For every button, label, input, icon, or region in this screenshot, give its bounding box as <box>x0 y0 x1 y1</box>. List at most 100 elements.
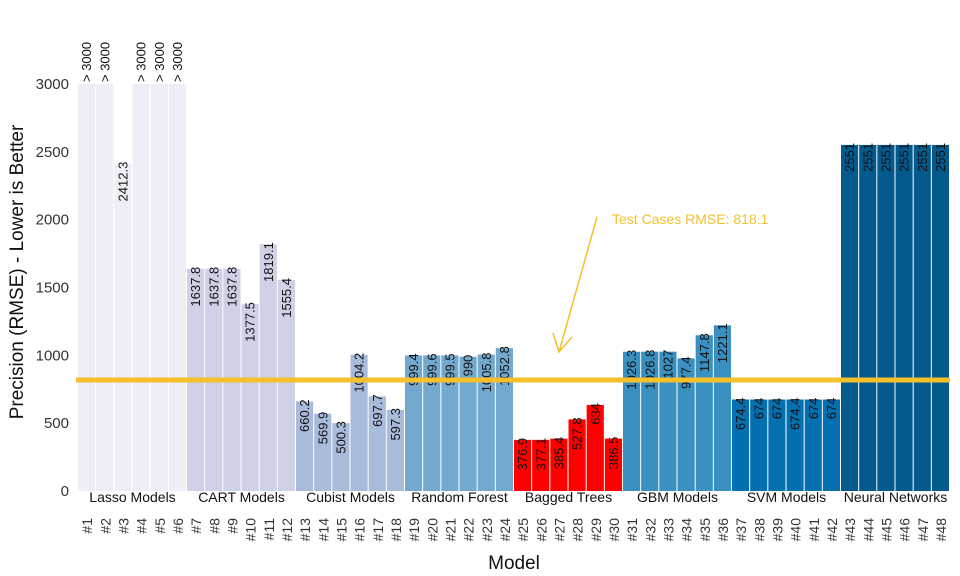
bar-42 <box>822 399 840 491</box>
x-tick-6: #6 <box>170 518 186 534</box>
value-label-29: 634 <box>588 403 603 425</box>
y-axis-ticks: 0 500 1000 1500 2000 2500 3000 <box>36 76 69 500</box>
x-tick-12: #12 <box>279 518 295 542</box>
bar-26 <box>532 439 550 491</box>
x-tick-48: #48 <box>933 518 949 542</box>
bar-35 <box>695 335 713 491</box>
bar-17 <box>368 396 386 491</box>
bar-39 <box>768 399 786 491</box>
bar-6 <box>168 84 186 491</box>
bar-23 <box>477 354 495 491</box>
value-label-28: 527.8 <box>570 417 585 450</box>
value-label-31: 1026.3 <box>624 350 639 390</box>
value-label-16: 1004.2 <box>352 353 367 393</box>
value-label-1: > 3000 <box>79 42 94 82</box>
group-label-1: Lasso Models <box>89 489 175 505</box>
value-label-27: 385.4 <box>551 437 566 470</box>
x-tick-35: #35 <box>697 518 713 542</box>
x-tick-15: #15 <box>333 518 349 542</box>
value-label-38: 674 <box>751 398 766 420</box>
x-tick-39: #39 <box>769 518 785 542</box>
value-label-6: > 3000 <box>170 42 185 82</box>
bar-41 <box>804 399 822 491</box>
x-tick-40: #40 <box>788 518 804 542</box>
y-tick-2500: 2500 <box>36 144 69 161</box>
bar-5 <box>150 84 168 491</box>
x-tick-7: #7 <box>188 518 204 534</box>
value-label-23: 1005.8 <box>479 353 494 393</box>
bar-37 <box>732 399 750 491</box>
bar-29 <box>586 404 604 491</box>
bar-10 <box>241 304 259 491</box>
group-labels-layer: Lasso Models CART Models Cubist Models Rand… <box>89 489 947 505</box>
bar-44 <box>859 144 877 491</box>
value-label-43: 2551 <box>842 143 857 172</box>
bar-48 <box>931 144 949 491</box>
value-label-30: 386.5 <box>606 437 621 470</box>
value-label-47: 2551 <box>915 143 930 172</box>
x-tick-43: #43 <box>842 518 858 542</box>
value-label-17: 697.7 <box>370 394 385 427</box>
value-label-34: 977.4 <box>679 356 694 389</box>
bar-18 <box>386 409 404 491</box>
bar-25 <box>514 439 532 491</box>
x-tick-27: #27 <box>551 518 567 542</box>
x-tick-16: #16 <box>352 518 368 542</box>
value-label-11: 1819.1 <box>261 242 276 282</box>
y-tick-3000: 3000 <box>36 76 69 93</box>
x-tick-5: #5 <box>152 518 168 534</box>
y-tick-1000: 1000 <box>36 347 69 364</box>
bar-32 <box>641 351 659 491</box>
value-label-33: 1027 <box>660 350 675 379</box>
x-tick-45: #45 <box>878 518 894 542</box>
bar-22 <box>459 356 477 491</box>
value-label-22: 990 <box>461 355 476 377</box>
y-tick-0: 0 <box>61 483 69 500</box>
y-tick-2000: 2000 <box>36 212 69 229</box>
bar-21 <box>441 355 459 491</box>
bar-45 <box>877 144 895 491</box>
x-tick-3: #3 <box>115 518 131 534</box>
value-label-8: 1637.8 <box>206 267 221 307</box>
bar-13 <box>296 401 314 491</box>
bar-43 <box>841 144 859 491</box>
value-label-41: 674 <box>806 398 821 420</box>
value-label-46: 2551 <box>897 143 912 172</box>
x-tick-47: #47 <box>915 518 931 542</box>
bar-15 <box>332 423 350 491</box>
bar-20 <box>423 355 441 491</box>
x-tick-33: #33 <box>660 518 676 542</box>
value-label-15: 500.3 <box>333 421 348 454</box>
bar-2 <box>96 84 114 491</box>
x-tick-32: #32 <box>642 518 658 542</box>
bar-36 <box>713 325 731 491</box>
x-tick-30: #30 <box>606 518 622 542</box>
x-tick-9: #9 <box>224 518 240 534</box>
x-tick-29: #29 <box>588 518 604 542</box>
value-label-18: 597.3 <box>388 408 403 441</box>
bar-30 <box>604 438 622 491</box>
value-label-3: 2412.3 <box>115 162 130 202</box>
value-label-24: 1052.8 <box>497 346 512 386</box>
value-label-48: 2551 <box>933 143 948 172</box>
reference-annotation: Test Cases RMSE: 818.1 <box>612 211 769 227</box>
value-label-13: 660.2 <box>297 399 312 432</box>
value-label-44: 2551 <box>860 143 875 172</box>
x-tick-13: #13 <box>297 518 313 542</box>
group-label-2: CART Models <box>198 489 285 505</box>
x-tick-26: #26 <box>533 518 549 542</box>
value-label-7: 1637.8 <box>188 267 203 307</box>
x-tick-22: #22 <box>461 518 477 542</box>
value-label-37: 674.4 <box>733 398 748 431</box>
x-tick-14: #14 <box>315 518 331 542</box>
annotation-arrow <box>552 216 598 354</box>
x-tick-11: #11 <box>261 518 277 541</box>
x-tick-23: #23 <box>479 518 495 542</box>
value-label-36: 1221.1 <box>715 323 730 363</box>
x-tick-38: #38 <box>751 518 767 542</box>
x-tick-34: #34 <box>679 518 695 542</box>
group-label-6: GBM Models <box>637 489 718 505</box>
bar-19 <box>405 355 423 491</box>
